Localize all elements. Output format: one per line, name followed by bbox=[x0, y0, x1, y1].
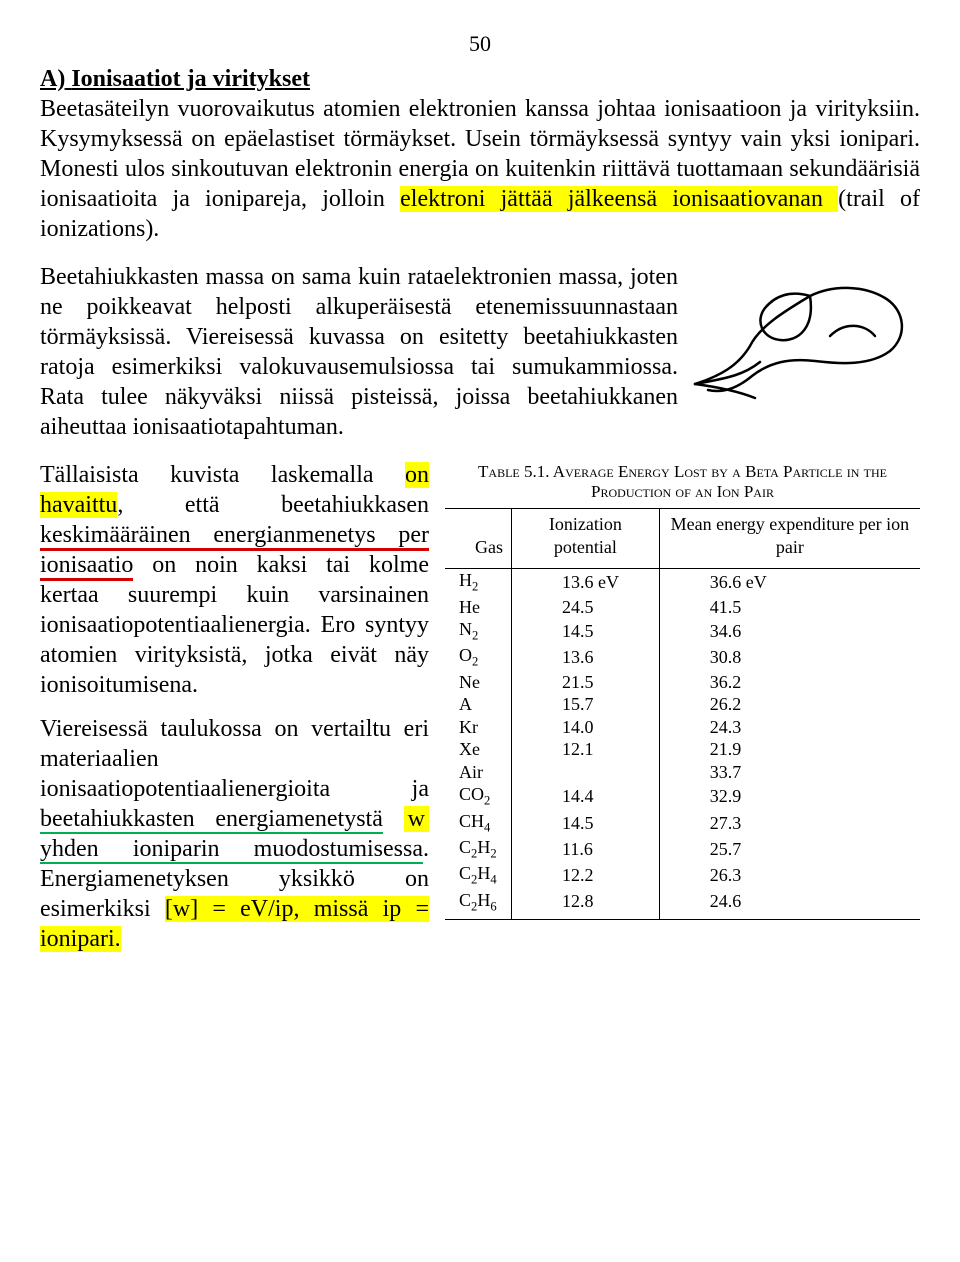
cell-ionpot: 13.6 bbox=[512, 644, 660, 670]
cell-mean: 36.2 bbox=[659, 671, 920, 694]
cell-mean: 41.5 bbox=[659, 596, 920, 619]
p4-text-a: Viereisessä taulukossa on vertailtu eri … bbox=[40, 716, 429, 802]
cell-gas: CH4 bbox=[445, 810, 512, 836]
p1-highlight: elektroni jättää jälkeensä ionisaatiovan… bbox=[400, 186, 838, 212]
table-row: Ne21.536.2 bbox=[445, 671, 920, 694]
cell-mean: 26.3 bbox=[659, 862, 920, 888]
cell-ionpot: 12.2 bbox=[512, 862, 660, 888]
table-row: Kr14.024.3 bbox=[445, 716, 920, 739]
cell-ionpot: 14.5 bbox=[512, 810, 660, 836]
table-row: H213.6 eV36.6 eV bbox=[445, 569, 920, 596]
cell-ionpot bbox=[512, 761, 660, 784]
cell-gas: C2H6 bbox=[445, 889, 512, 920]
cell-gas: C2H2 bbox=[445, 836, 512, 862]
cell-gas: N2 bbox=[445, 618, 512, 644]
table-caption: Table 5.1. Average Energy Lost by a Beta… bbox=[445, 462, 920, 503]
cell-mean: 27.3 bbox=[659, 810, 920, 836]
p3-text-a: Tällaisista kuvista laskemalla bbox=[40, 462, 405, 488]
table-row: Xe12.121.9 bbox=[445, 738, 920, 761]
cell-gas: O2 bbox=[445, 644, 512, 670]
p4-green-underline-2: yhden ioniparin muodostumisessa bbox=[40, 836, 423, 864]
table-row: O213.630.8 bbox=[445, 644, 920, 670]
table-row: CH414.527.3 bbox=[445, 810, 920, 836]
cell-ionpot: 14.0 bbox=[512, 716, 660, 739]
cell-mean: 24.3 bbox=[659, 716, 920, 739]
cell-ionpot: 13.6 eV bbox=[512, 569, 660, 596]
cell-gas: Air bbox=[445, 761, 512, 784]
cell-mean: 34.6 bbox=[659, 618, 920, 644]
cell-ionpot: 11.6 bbox=[512, 836, 660, 862]
cell-gas: CO2 bbox=[445, 783, 512, 809]
cell-gas: C2H4 bbox=[445, 862, 512, 888]
table-row: Air 33.7 bbox=[445, 761, 920, 784]
cell-ionpot: 15.7 bbox=[512, 693, 660, 716]
cell-mean: 24.6 bbox=[659, 889, 920, 920]
cell-ionpot: 14.4 bbox=[512, 783, 660, 809]
table-row: N214.534.6 bbox=[445, 618, 920, 644]
p2-text: Beetahiukkasten massa on sama kuin ratae… bbox=[40, 264, 678, 440]
cell-mean: 21.9 bbox=[659, 738, 920, 761]
col-mean: Mean energy expenditure per ion pair bbox=[659, 509, 920, 569]
cell-mean: 30.8 bbox=[659, 644, 920, 670]
table-row: CO214.432.9 bbox=[445, 783, 920, 809]
cell-ionpot: 12.8 bbox=[512, 889, 660, 920]
cell-gas: A bbox=[445, 693, 512, 716]
cell-gas: He bbox=[445, 596, 512, 619]
col-ion: Ionization potential bbox=[512, 509, 660, 569]
cell-gas: Xe bbox=[445, 738, 512, 761]
paragraph-2: Beetahiukkasten massa on sama kuin ratae… bbox=[40, 262, 920, 442]
p3-text-b: , että beetahiukkasen bbox=[117, 492, 429, 518]
cell-gas: Kr bbox=[445, 716, 512, 739]
table-row: A15.726.2 bbox=[445, 693, 920, 716]
p4-w-box: w bbox=[404, 806, 429, 832]
table-row: C2H612.824.6 bbox=[445, 889, 920, 920]
table-row: C2H211.625.7 bbox=[445, 836, 920, 862]
cell-gas: Ne bbox=[445, 671, 512, 694]
cell-mean: 33.7 bbox=[659, 761, 920, 784]
ion-table-wrap: Table 5.1. Average Energy Lost by a Beta… bbox=[445, 462, 920, 920]
heading-label: A) Ionisaatiot ja viritykset bbox=[40, 66, 310, 92]
cell-gas: H2 bbox=[445, 569, 512, 596]
ion-table: Gas Ionization potential Mean energy exp… bbox=[445, 508, 920, 920]
table-text-wrap: Table 5.1. Average Energy Lost by a Beta… bbox=[40, 460, 920, 972]
cell-mean: 32.9 bbox=[659, 783, 920, 809]
cell-mean: 36.6 eV bbox=[659, 569, 920, 596]
table-row: C2H412.226.3 bbox=[445, 862, 920, 888]
page-number: 50 bbox=[40, 30, 920, 58]
p4-green-underline: beetahiukkasten energiamenetystä bbox=[40, 806, 383, 834]
col-gas: Gas bbox=[445, 509, 512, 569]
cell-mean: 26.2 bbox=[659, 693, 920, 716]
cell-ionpot: 12.1 bbox=[512, 738, 660, 761]
table-row: He24.541.5 bbox=[445, 596, 920, 619]
paragraph-1: A) Ionisaatiot ja viritykset Beetasäteil… bbox=[40, 64, 920, 244]
cell-ionpot: 14.5 bbox=[512, 618, 660, 644]
cell-ionpot: 21.5 bbox=[512, 671, 660, 694]
beta-tracks-figure bbox=[690, 266, 920, 406]
cell-mean: 25.7 bbox=[659, 836, 920, 862]
cell-ionpot: 24.5 bbox=[512, 596, 660, 619]
